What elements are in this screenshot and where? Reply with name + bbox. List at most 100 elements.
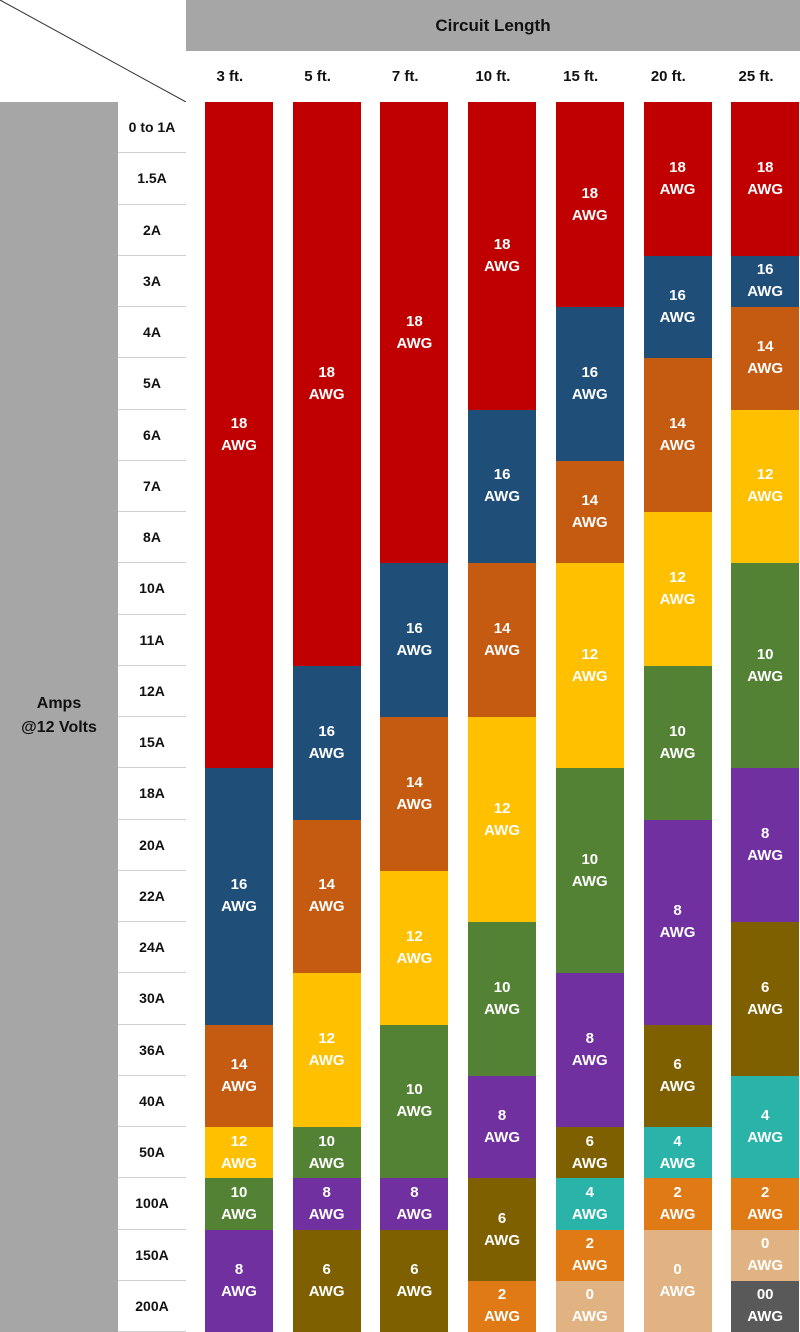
row-label: 22A <box>118 870 186 922</box>
gauge-segment: 8 AWG <box>468 1075 537 1179</box>
gauge-unit: AWG <box>396 334 433 352</box>
row-label: 100A <box>118 1178 186 1230</box>
gauge-number: 12 <box>318 1030 336 1048</box>
gauge-unit: AWG <box>396 1282 433 1300</box>
gauge-unit: AWG <box>571 1205 608 1223</box>
gauge-unit: AWG <box>221 1077 257 1095</box>
gauge-segment: 16 AWG <box>292 665 361 820</box>
row-label: 0 to 1A <box>118 102 186 154</box>
gauge-unit: AWG <box>484 1129 521 1146</box>
gauge-unit: AWG <box>484 488 521 506</box>
gauge-number: 10 <box>669 722 686 740</box>
gauge-unit: AWG <box>747 667 784 685</box>
gauge-segment: 4 AWG <box>731 1075 800 1179</box>
gauge-segment: 18 AWG <box>643 102 712 256</box>
gauge-segment: 18 AWG <box>731 102 800 256</box>
row-label: 24A <box>118 922 186 974</box>
gauge-unit: AWG <box>747 1000 784 1018</box>
chart-title: Circuit Length <box>186 0 800 51</box>
gauge-segment: 14 AWG <box>380 717 449 871</box>
gauge-number: 14 <box>493 620 511 638</box>
row-axis-label-line1: Amps <box>36 695 82 712</box>
gauge-number: 12 <box>581 645 599 663</box>
row-axis-label: Amps @12 Volts <box>0 692 118 740</box>
gauge-unit: AWG <box>308 744 345 762</box>
gauge-segment: 2 AWG <box>643 1178 712 1230</box>
gauge-unit: AWG <box>571 514 608 531</box>
gauge-number: 16 <box>406 620 423 638</box>
gauge-segment: 14 AWG <box>731 307 800 410</box>
gauge-number: 8 <box>673 902 682 919</box>
gauge-segment: 18 AWG <box>380 102 449 564</box>
gauge-segment: 2 AWG <box>468 1280 537 1332</box>
gauge-segment: 10 AWG <box>205 1178 273 1230</box>
gauge-segment: 8 AWG <box>643 819 712 1025</box>
gauge-segment: 6 AWG <box>731 922 800 1076</box>
row-label: 10A <box>118 563 186 615</box>
row-label: 6A <box>118 409 186 461</box>
gauge-number: 8 <box>585 1030 594 1048</box>
gauge-segment: 14 AWG <box>643 358 712 512</box>
gauge-segment: 4 AWG <box>555 1178 624 1230</box>
gauge-number: 18 <box>669 158 686 176</box>
gauge-segment: 6 AWG <box>380 1229 449 1332</box>
gauge-segment: 0 AWG <box>731 1229 800 1281</box>
gauge-unit: AWG <box>659 924 696 941</box>
gauge-segment: 12 AWG <box>380 870 449 1025</box>
gauge-unit: AWG <box>747 283 784 301</box>
gauge-unit: AWG <box>747 1308 784 1326</box>
gauge-number: 2 <box>497 1286 507 1304</box>
row-label: 50A <box>118 1127 186 1179</box>
gauge-number: 18 <box>493 235 511 253</box>
gauge-segment: 10 AWG <box>555 768 624 974</box>
gauge-unit: AWG <box>571 1257 608 1275</box>
gauge-segment: 12 AWG <box>555 563 624 769</box>
column-header: 20 ft. <box>624 51 713 102</box>
column-header: 15 ft. <box>536 51 625 102</box>
gauge-segment: 16 AWG <box>380 563 449 717</box>
row-label: 5A <box>118 358 186 410</box>
gauge-unit: AWG <box>308 385 345 403</box>
gauge-segment: 18 AWG <box>205 102 273 769</box>
gauge-segment: 16 AWG <box>555 307 624 461</box>
gauge-number: 12 <box>493 799 511 817</box>
gauge-unit: AWG <box>484 1000 521 1018</box>
gauge-number: 14 <box>406 773 423 791</box>
gauge-segment: 18 AWG <box>468 102 537 410</box>
row-label: 4A <box>118 307 186 359</box>
gauge-segment: 18 AWG <box>292 102 361 666</box>
gauge-number: 14 <box>318 876 336 894</box>
gauge-number: 6 <box>322 1260 331 1278</box>
gauge-segment: 12 AWG <box>292 973 361 1127</box>
gauge-number: 8 <box>497 1107 507 1124</box>
gauge-segment: 4 AWG <box>643 1127 712 1179</box>
row-label: 20A <box>118 819 186 871</box>
gauge-number: 18 <box>318 363 336 381</box>
row-label: 12A <box>118 665 186 717</box>
gauge-number: 16 <box>318 722 336 740</box>
gauge-number: 4 <box>761 1107 770 1124</box>
gauge-unit: AWG <box>571 385 608 403</box>
gauge-unit: AWG <box>659 309 696 326</box>
gauge-number: 10 <box>581 850 599 868</box>
gauge-unit: AWG <box>396 642 433 660</box>
gauge-number: 10 <box>406 1081 423 1099</box>
gauge-number: 14 <box>581 492 599 509</box>
gauge-unit: AWG <box>747 1205 784 1223</box>
gauge-number: 16 <box>756 261 774 279</box>
row-label: 11A <box>118 614 186 666</box>
gauge-segment: 2 AWG <box>555 1229 624 1281</box>
gauge-unit: AWG <box>659 1282 696 1300</box>
gauge-unit: AWG <box>659 590 696 608</box>
gauge-unit: AWG <box>571 1308 608 1326</box>
gauge-segment: 8 AWG <box>380 1178 449 1230</box>
gauge-number: 10 <box>493 978 511 996</box>
column-header: 7 ft. <box>361 51 450 102</box>
gauge-segment: 16 AWG <box>205 768 273 1025</box>
row-label: 3A <box>118 255 186 307</box>
gauge-segment: 16 AWG <box>643 255 712 359</box>
gauge-unit: AWG <box>659 437 696 455</box>
gauge-segment: 10 AWG <box>380 1024 449 1179</box>
gauge-segment: 14 AWG <box>205 1024 273 1127</box>
